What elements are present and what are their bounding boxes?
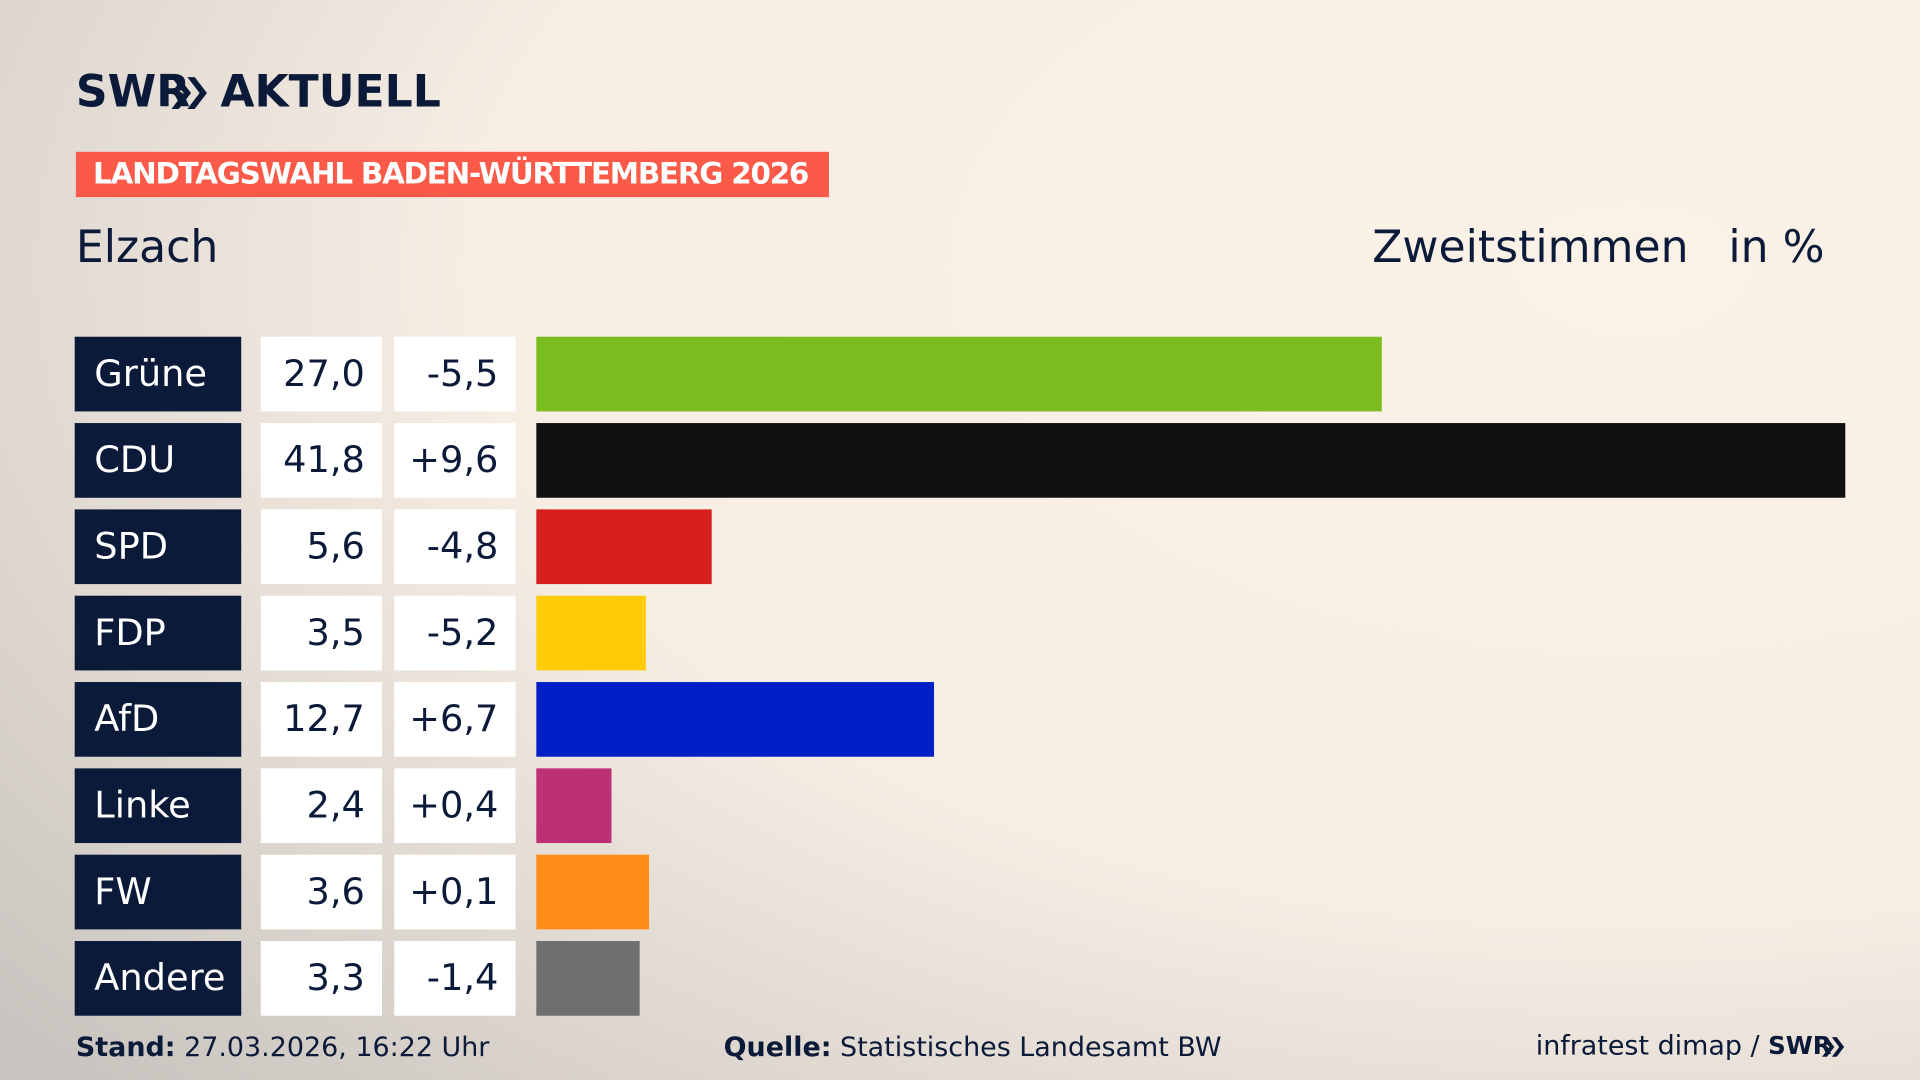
- change-label: -1,4: [427, 956, 499, 999]
- change-label: -5,5: [427, 352, 499, 395]
- change-label: -5,2: [427, 611, 499, 654]
- change-box: [394, 595, 516, 671]
- party-label: CDU: [94, 438, 175, 481]
- kicker-box: [75, 151, 829, 198]
- change-label: +6,7: [409, 697, 498, 740]
- value-box: [260, 854, 383, 930]
- value-box: [260, 941, 383, 1016]
- party-box: [74, 423, 242, 498]
- value-box: [260, 336, 383, 412]
- change-label: +0,4: [409, 783, 498, 826]
- bar: [536, 682, 935, 757]
- change-box: [394, 768, 516, 844]
- bar: [536, 595, 646, 671]
- brand: SWR: [76, 66, 190, 117]
- value-box: [260, 682, 383, 757]
- value-label: 2,4: [306, 783, 364, 826]
- value-box: [260, 595, 383, 671]
- change-label: +0,1: [409, 870, 498, 913]
- value-label: 27,0: [283, 352, 365, 395]
- source: Quelle: Statistisches Landesamt BW: [724, 1032, 1222, 1063]
- kicker: LANDTAGSWAHL BADEN-WÜRTTEMBERG 2026: [93, 155, 809, 191]
- value-label: 3,3: [306, 956, 364, 999]
- change-label: +9,6: [409, 438, 498, 481]
- change-box: [394, 854, 516, 930]
- party-label: FDP: [94, 611, 166, 654]
- credit-brand: SWR: [1768, 1031, 1832, 1060]
- bar: [536, 854, 650, 930]
- bar: [536, 336, 1382, 412]
- value-label: 12,7: [283, 697, 365, 740]
- party-box: [74, 768, 242, 844]
- change-box: [394, 509, 516, 585]
- bar: [536, 423, 1846, 498]
- party-box: [74, 595, 242, 671]
- party-box: [74, 509, 242, 585]
- credit-chevrons: [1822, 1037, 1845, 1057]
- party-box: [74, 682, 242, 757]
- brand-suffix: AKTUELL: [220, 66, 440, 117]
- bar: [536, 768, 612, 844]
- brand-chevrons: [171, 77, 207, 109]
- value-label: 3,5: [306, 611, 364, 654]
- source-label: Quelle:: [724, 1032, 832, 1063]
- party-box: [74, 941, 242, 1016]
- party-label: FW: [94, 870, 151, 913]
- party-label: Linke: [94, 783, 190, 826]
- value-box: [260, 423, 383, 498]
- party-box: [74, 854, 242, 930]
- bar: [536, 509, 712, 585]
- value-box: [260, 768, 383, 844]
- bar: [536, 941, 640, 1016]
- subtitle: Zweitstimmen: [1372, 222, 1688, 273]
- chart-title: Elzach: [76, 222, 218, 273]
- stand-label: Stand:: [76, 1032, 176, 1063]
- party-label: AfD: [94, 697, 159, 740]
- party-box: [74, 336, 242, 412]
- change-box: [394, 423, 516, 498]
- value-label: 5,6: [306, 524, 364, 567]
- stand-value: 27.03.2026, 16:22 Uhr: [184, 1032, 490, 1063]
- value-label: 3,6: [306, 870, 364, 913]
- credit: infratest dimap /: [1536, 1030, 1761, 1061]
- value-box: [260, 509, 383, 585]
- party-label: SPD: [94, 524, 168, 567]
- change-box: [394, 336, 516, 412]
- party-label: Grüne: [94, 352, 207, 395]
- change-label: -4,8: [427, 524, 499, 567]
- party-label: Andere: [94, 956, 225, 999]
- change-box: [394, 941, 516, 1016]
- value-label: 41,8: [283, 438, 365, 481]
- stand: Stand: 27.03.2026, 16:22 Uhr: [76, 1032, 490, 1063]
- change-box: [394, 682, 516, 757]
- unit: in %: [1728, 222, 1824, 273]
- source-value: Statistisches Landesamt BW: [840, 1032, 1221, 1063]
